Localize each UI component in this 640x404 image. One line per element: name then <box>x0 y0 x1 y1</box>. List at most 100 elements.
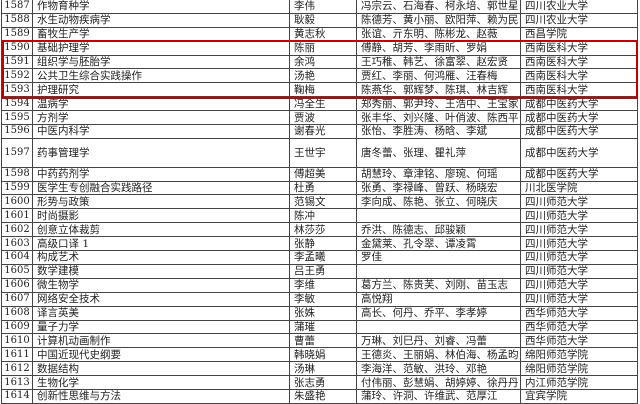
course-lead: 张姝 <box>289 305 357 321</box>
school-name: 川北医学院 <box>520 180 638 196</box>
course-lead: 陈丽 <box>289 40 357 56</box>
row-number: 1591 <box>1 54 33 70</box>
row-number: 1607 <box>1 291 33 307</box>
course-lead: 林莎莎 <box>289 222 357 238</box>
course-name: 量子力学 <box>32 319 290 335</box>
row-number: 1612 <box>1 361 33 377</box>
row-number: 1609 <box>1 319 33 335</box>
team-members: 郑秀丽、郭尹玲、王浩中、王宝家 <box>356 96 521 112</box>
table-row: 1587 作物育种学 李伟 冯宗云、石海春、柯永培、郭世星 四川农业大学 <box>1 0 638 14</box>
course-name: 基础护理学 <box>32 40 290 56</box>
course-name: 创意立体裁剪 <box>32 222 290 238</box>
row-number: 1589 <box>1 26 33 42</box>
team-members: 张勇、李禄峰、曾跃、杨晓宏 <box>356 180 521 196</box>
table-row: 1609 量子力学 蒲璀 西华师范大学 <box>1 319 638 335</box>
school-name: 西南医科大学 <box>520 82 638 98</box>
course-name: 微生物学 <box>32 277 290 293</box>
course-lead: 贾波 <box>289 110 357 126</box>
school-name: 四川师范大学 <box>520 277 638 293</box>
row-number: 1606 <box>1 277 33 293</box>
school-name: 成都中医药大学 <box>520 166 638 182</box>
school-name: 四川师范大学 <box>520 222 638 238</box>
course-lead: 陈冲 <box>289 208 357 224</box>
row-number: 1599 <box>1 180 33 196</box>
table-row: 1605 数学建模 吕王勇 四川师范大学 <box>1 263 638 279</box>
team-members: 王德炎、王丽娟、林伯海、杨孟昀 <box>356 347 521 363</box>
row-number: 1613 <box>1 375 33 390</box>
team-members: 张谊、亓东明、陈彬龙、赵薇 <box>356 26 521 42</box>
course-name: 畜牧生产学 <box>32 26 290 42</box>
table-row: 1594 温病学 冯全生 郑秀丽、郭尹玲、王浩中、王宝家 成都中医药大学 <box>1 96 638 112</box>
table-row: 1590 基础护理学 陈丽 傅静、胡芳、李雨昕、罗娟 西南医科大学 <box>1 40 638 56</box>
table-row: 1612 数据结构 汤琳 李海洋、范敏、洪玲、邓艳 绵阳师范学院 <box>1 361 638 377</box>
row-number: 1594 <box>1 96 33 112</box>
course-lead: 谢春光 <box>289 124 357 139</box>
table-row: 1602 创意立体裁剪 林莎莎 乔洪、陈德志、邱骏颖 四川师范大学 <box>1 222 638 238</box>
course-name: 译言英美 <box>32 305 290 321</box>
course-lead: 耿毅 <box>289 12 357 28</box>
table-row: 1603 高级口译 1 张静 金黛莱、孔令翠、谭凌霄 四川师范大学 <box>1 236 638 252</box>
team-members: 罗佳 <box>356 250 521 265</box>
row-number: 1592 <box>1 68 33 84</box>
course-name: 构成艺术 <box>32 250 290 265</box>
school-name: 宜宾学院 <box>520 388 638 404</box>
school-name: 成都中医药大学 <box>520 137 638 168</box>
school-name: 四川师范大学 <box>520 250 638 265</box>
row-number: 1596 <box>1 124 33 139</box>
team-members: 傅静、胡芳、李雨昕、罗娟 <box>356 40 521 56</box>
team-members: 陈燕华、郭辉梦、陈琪、林吉辉 <box>356 82 521 98</box>
table-row: 1600 形势与政策 范锡文 李向成、陈艳、张立、何晓庆 四川师范大学 <box>1 194 638 210</box>
course-lead: 韩晓娟 <box>289 347 357 363</box>
team-members: 蒲玲、许洞、许维武、范厚江 <box>356 388 521 404</box>
row-number: 1597 <box>1 137 33 168</box>
table-row: 1614 创新性思维与方法 朱盛艳 蒲玲、许洞、许维武、范厚江 宜宾学院 <box>1 388 638 404</box>
school-name: 绵阳师范学院 <box>520 361 638 377</box>
course-lead: 张静 <box>289 236 357 252</box>
course-name: 高级口译 1 <box>32 236 290 252</box>
row-number: 1600 <box>1 194 33 210</box>
course-lead: 汤艳 <box>289 68 357 84</box>
table-row: 1601 时尚摄影 陈冲 四川师范大学 <box>1 208 638 224</box>
table-row: 1591 组织学与胚胎学 余鸿 王巧稚、韩艺、徐富翠、赵宏贤 西南医科大学 <box>1 54 638 70</box>
course-name: 药事管理学 <box>32 137 290 168</box>
team-members: 付伟丽、彭慧娟、胡婷婷、徐丹丹 <box>356 375 521 390</box>
course-lead: 杜勇 <box>289 180 357 196</box>
table-row: 1592 公共卫生综合实践操作 汤艳 贾红、李丽、何鸿雁、汪春梅 西南医科大学 <box>1 68 638 84</box>
school-name: 四川师范大学 <box>520 236 638 252</box>
team-members: 贾红、李丽、何鸿雁、汪春梅 <box>356 68 521 84</box>
school-name: 四川农业大学 <box>520 12 638 28</box>
table-row: 1593 护理研究 鞠梅 陈燕华、郭辉梦、陈琪、林吉辉 西南医科大学 <box>1 82 638 98</box>
course-lead: 黄志秋 <box>289 26 357 42</box>
team-members <box>356 208 521 224</box>
school-name: 绵阳师范学院 <box>520 347 638 363</box>
course-lead: 余鸿 <box>289 54 357 70</box>
team-members: 冯宗云、石海春、柯永培、郭世星 <box>356 0 521 14</box>
course-name: 形势与政策 <box>32 194 290 210</box>
school-name: 四川农业大学 <box>520 0 638 14</box>
course-name: 计算机动画制作 <box>32 333 290 349</box>
course-lead: 李维 <box>289 277 357 293</box>
course-lead: 李敏 <box>289 291 357 307</box>
course-name: 中医内科学 <box>32 124 290 139</box>
row-number: 1590 <box>1 40 33 56</box>
course-name: 公共卫生综合实践操作 <box>32 68 290 84</box>
school-name: 四川师范大学 <box>520 291 638 307</box>
course-name: 网络安全技术 <box>32 291 290 307</box>
course-lead: 曹蕾 <box>289 333 357 349</box>
row-number: 1595 <box>1 110 33 126</box>
course-lead: 吕王勇 <box>289 263 357 279</box>
row-number: 1588 <box>1 12 33 28</box>
course-name: 护理研究 <box>32 82 290 98</box>
table-row: 1610 计算机动画制作 曹蕾 万琳、刘巳丹、刘睿、冯蕾 西华师范大学 <box>1 333 638 349</box>
table-row: 1597 药事管理学 王世宇 唐冬蕾、张理、瞿礼萍 成都中医药大学 <box>1 137 638 168</box>
course-lead: 冯全生 <box>289 96 357 112</box>
team-members <box>356 263 521 279</box>
school-name: 西华师范大学 <box>520 305 638 321</box>
team-members: 王巧稚、韩艺、徐富翠、赵宏贤 <box>356 54 521 70</box>
row-number: 1587 <box>1 0 33 14</box>
course-name: 时尚摄影 <box>32 208 290 224</box>
table-row: 1589 畜牧生产学 黄志秋 张谊、亓东明、陈彬龙、赵薇 西昌学院 <box>1 26 638 42</box>
course-name: 医学生专创融合实践路径 <box>32 180 290 196</box>
team-members: 高长、何丹、乔平、李孝婷 <box>356 305 521 321</box>
